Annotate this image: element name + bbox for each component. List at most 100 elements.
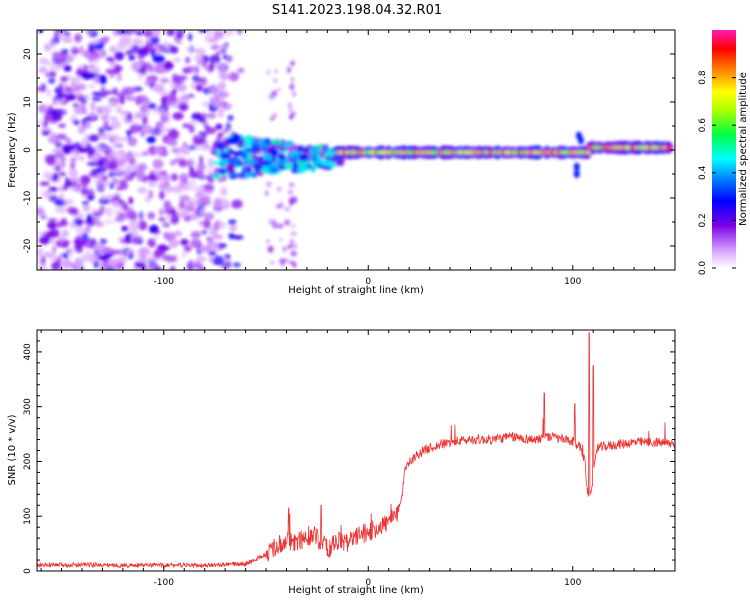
spectrogram-noise-blob (195, 65, 200, 75)
spectrogram-noise-blob (149, 81, 154, 90)
spectrogram-noise-blob (207, 158, 216, 169)
spectrogram-noise-blob (55, 165, 60, 172)
spectrogram-noise-blob (116, 73, 122, 82)
spectrogram-noise-blob (78, 155, 85, 161)
y-tick-label: 0 (23, 147, 33, 153)
spectrogram-noise-blob (54, 95, 64, 101)
spectrogram-ridge-core (585, 150, 591, 155)
spectrogram-signal-blob (290, 151, 302, 156)
spectrogram-noise-blob (182, 123, 193, 129)
spectrogram-signal-blob (227, 137, 234, 141)
spectrogram-noise-blob (218, 72, 230, 80)
spectrogram-noise-blob (73, 217, 84, 225)
spectrogram-noise-blob (290, 196, 298, 204)
spectrogram-noise-blob (279, 237, 283, 242)
spectrogram-signal-blob (215, 149, 222, 155)
spectrogram-noise-blob (273, 78, 277, 83)
spectrogram-signal-blob (241, 165, 248, 172)
y-tick-label: 10 (23, 96, 33, 108)
spectrogram-noise-blob (98, 198, 110, 205)
spectrogram-noise-blob (99, 74, 107, 85)
spectrogram-noise-blob (128, 55, 136, 61)
spectrogram-noise-blob (179, 173, 189, 183)
spectrogram-noise-blob (138, 220, 148, 231)
spectrogram-noise-blob (215, 51, 221, 56)
spectrogram-noise-blob (165, 185, 170, 196)
spectrogram-noise-blob (208, 114, 214, 120)
spectrogram-noise-blob (103, 113, 109, 122)
spectrogram-noise-blob (63, 183, 69, 191)
spectrogram-noise-blob (109, 72, 115, 78)
spectrogram-noise-blob (91, 91, 102, 96)
spectrogram-noise-blob (215, 123, 223, 130)
x-tick-label: -100 (154, 277, 175, 287)
colorbar-tick-label: 0.4 (698, 165, 708, 180)
y-tick-label: 200 (23, 453, 33, 470)
spectrogram-noise-blob (145, 108, 151, 117)
spectrogram-noise-blob (178, 210, 187, 218)
snr-panel: -100 0 100 0 100 200 300 400 Height of straight… (7, 329, 676, 596)
spectrogram-noise-blob (49, 62, 61, 73)
spectrogram-noise-blob (39, 235, 51, 245)
spectrogram-noise-blob (119, 89, 130, 99)
spectrogram-noise-blob (132, 236, 142, 245)
spectrogram-noise-blob (42, 171, 54, 180)
spectrogram-noise-blob (138, 71, 143, 81)
spectrogram-noise-blob (142, 178, 147, 183)
spectrogram-noise-blob (49, 232, 61, 238)
spectrogram-noise-blob (211, 99, 224, 108)
spectrogram-noise-blob (266, 68, 270, 76)
spectrogram-noise-blob (146, 76, 156, 83)
spectrogram-noise-blob (265, 190, 269, 197)
spectrogram-noise-blob (154, 145, 163, 155)
spectrogram-noise-blob (210, 44, 220, 50)
spectrogram-noise-blob (89, 254, 99, 262)
colorbar-tick-label: 0.2 (698, 213, 708, 227)
spectrogram-noise-blob (219, 200, 230, 210)
spectrogram-noise-blob (271, 90, 278, 97)
y-tick-label: 400 (23, 343, 33, 360)
spectrogram-noise-blob (47, 218, 58, 223)
spectrogram-noise-blob (146, 258, 157, 263)
spectrogram-noise-blob (51, 108, 63, 117)
spectrogram-noise-blob (81, 71, 93, 80)
spectrogram-signal-blob (269, 148, 279, 157)
figure-title: S141.2023.198.04.32.R01 (272, 3, 442, 18)
spectrogram-noise-blob (105, 90, 114, 95)
spectrogram-noise-blob (266, 181, 272, 188)
spectrogram-signal-blob (251, 141, 258, 149)
spectrogram-noise-blob (93, 242, 105, 252)
spectrogram-noise-blob (190, 172, 199, 179)
spectrogram-noise-blob (130, 44, 141, 54)
spectrogram-noise-blob (90, 208, 99, 214)
spectrogram-noise-blob (158, 208, 165, 216)
spectrogram-noise-blob (270, 261, 275, 265)
spectrogram-noise-blob (92, 212, 103, 217)
spectrogram-noise-blob (227, 114, 234, 121)
spectrogram-noise-blob (115, 168, 127, 173)
spectrogram-noise-blob (123, 42, 133, 49)
spectrogram-noise-blob (207, 173, 215, 183)
colorbar-tick-label: 0.6 (698, 118, 708, 133)
spectrogram-noise-blob (196, 163, 206, 172)
spectrogram-noise-blob (220, 186, 228, 197)
spectrogram-noise-blob (110, 120, 121, 130)
spectrogram-noise-blob (233, 262, 241, 268)
spectrogram-noise-blob (195, 256, 207, 262)
spectrogram-noise-blob (107, 171, 115, 178)
spectrogram-noise-blob (277, 223, 284, 229)
spectrogram-noise-blob (274, 69, 278, 73)
x-tick-label: 0 (365, 578, 371, 588)
spectrogram-noise-blob (216, 63, 227, 73)
spectrogram-signal-blob (228, 150, 237, 154)
spectrogram-noise-blob (150, 127, 162, 136)
spectrogram-noise-blob (106, 265, 115, 270)
spectrogram-noise-blob (292, 261, 297, 269)
spectrogram-noise-blob (107, 193, 115, 199)
spectrogram-noise-blob (203, 212, 215, 221)
spectrogram-noise-blob (228, 72, 240, 82)
y-tick-label: 300 (23, 398, 33, 415)
y-tick-label: -10 (23, 190, 33, 205)
spectrogram-noise-blob (107, 258, 119, 267)
spectrogram-noise-blob (102, 123, 108, 130)
